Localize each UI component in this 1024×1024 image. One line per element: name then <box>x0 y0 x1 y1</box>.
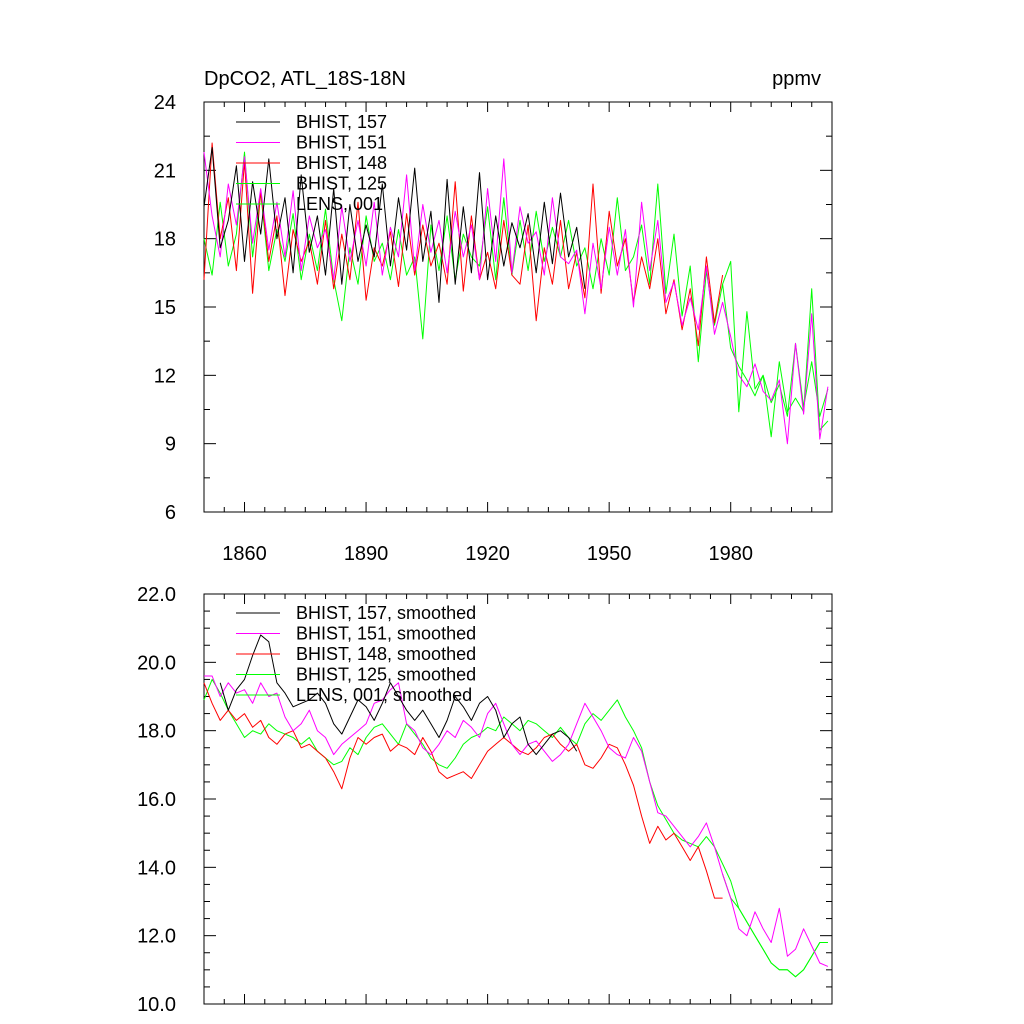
top-ytick-label: 18 <box>154 229 176 251</box>
bottom-ytick-label: 22.0 <box>137 584 176 606</box>
top-series-line-1 <box>203 147 586 303</box>
bottom-ytick-label: 14.0 <box>137 857 176 879</box>
top-ytick-label: 15 <box>154 297 176 319</box>
bottom-panel: 10.0 12.0 14.0 16.0 18.0 20.0 22.0 BHIST, 157, … <box>137 584 833 1016</box>
bottom-ytick-label: 16.0 <box>137 789 176 811</box>
bottom-plot-area: 10.0 12.0 14.0 16.0 18.0 20.0 22.0 BHIST, 157, … <box>137 584 833 1016</box>
bottom-series-line-5 <box>722 874 828 978</box>
bottom-ytick-label: 18.0 <box>137 721 176 743</box>
top-series-line-2 <box>203 152 829 445</box>
bottom-legend-label: BHIST, 125, smoothed <box>296 665 476 685</box>
top-panel-units: ppmv <box>772 68 821 90</box>
bottom-legend-label: BHIST, 157, smoothed <box>296 603 476 623</box>
top-xtick-label: 1920 <box>465 543 510 565</box>
top-ytick-label: 24 <box>154 92 176 114</box>
top-panel: DpCO2, ATL_18S-18N ppmv 1860 1890 1920 1950… <box>154 68 833 565</box>
bottom-legend-label: BHIST, 148, smoothed <box>296 644 476 664</box>
bottom-legend-label: BHIST, 151, smoothed <box>296 624 476 644</box>
bottom-series-line-4 <box>203 678 828 978</box>
top-legend-label: BHIST, 148 <box>296 153 387 173</box>
top-panel-title: DpCO2, ATL_18S-18N <box>204 68 406 90</box>
top-xtick-label: 1980 <box>708 543 753 565</box>
top-ytick-label: 12 <box>154 365 176 387</box>
top-legend-label: BHIST, 151 <box>296 133 387 153</box>
bottom-ytick-label: 10.0 <box>137 994 176 1016</box>
bottom-ytick-label: 12.0 <box>137 926 176 948</box>
top-series-line-3 <box>203 142 724 347</box>
bottom-series-line-3 <box>203 682 723 899</box>
top-plot-area: 1860 1890 1920 1950 1980 6 9 12 15 18 21 24 BHIST, 1… <box>154 92 833 565</box>
top-ytick-label: 9 <box>165 434 176 456</box>
bottom-series-line-2 <box>204 675 829 967</box>
top-ytick-label: 6 <box>165 502 176 524</box>
top-legend-label: LENS, 001 <box>296 194 383 214</box>
top-ytick-label: 21 <box>154 160 176 182</box>
top-legend-label: BHIST, 157 <box>296 112 387 132</box>
top-xtick-label: 1890 <box>344 543 389 565</box>
top-xtick-label: 1950 <box>587 543 632 565</box>
top-legend-label: BHIST, 125 <box>296 174 387 194</box>
bottom-ytick-label: 20.0 <box>137 652 176 674</box>
top-xtick-label: 1860 <box>222 543 267 565</box>
bottom-series-line-1 <box>219 634 578 756</box>
top-series-line-5 <box>722 284 829 438</box>
bottom-legend-label: LENS, 001, smoothed <box>296 685 472 705</box>
